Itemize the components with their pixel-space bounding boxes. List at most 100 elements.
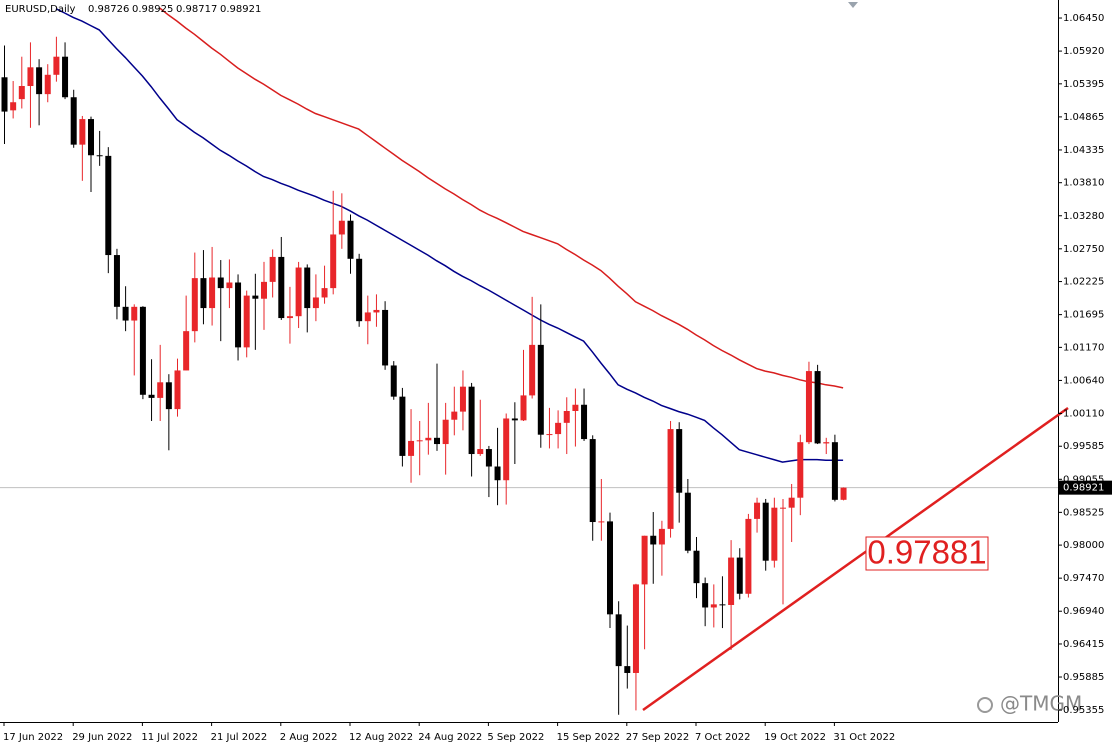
y-tick-label: 1.00110 [1063, 408, 1104, 419]
x-tick-label: 17 Jun 2022 [3, 732, 63, 743]
candle-body [581, 404, 588, 440]
candle-body [702, 583, 709, 608]
y-tick-label: 1.03810 [1063, 178, 1104, 189]
ohlc-low: 0.98717 [176, 4, 217, 15]
candle-body [217, 277, 224, 289]
x-tick-label: 31 Oct 2022 [833, 732, 895, 743]
y-tick-label: 0.96940 [1063, 606, 1104, 617]
x-tick-label: 15 Sep 2022 [557, 732, 620, 743]
ohlc-open: 0.98726 [88, 4, 129, 15]
candle-body [650, 535, 657, 545]
candle-body [797, 442, 804, 498]
candle-body [62, 56, 69, 98]
candle-body [615, 614, 622, 667]
candle-body [425, 437, 432, 441]
scroll-marker [848, 2, 858, 8]
y-tick-label: 1.01170 [1063, 342, 1104, 353]
candle-body [840, 487, 847, 500]
y-tick-label: 0.99585 [1063, 441, 1104, 452]
candle-body [139, 306, 146, 395]
candle-body [399, 396, 406, 456]
candle-body [520, 395, 527, 421]
x-tick-label: 19 Oct 2022 [764, 732, 826, 743]
candle-body [27, 67, 34, 87]
candle-body [710, 604, 717, 608]
candle-body [261, 281, 267, 299]
candle-body [598, 521, 605, 523]
chart-title: EURUSD,Daily [5, 4, 76, 15]
y-tick-label: 0.95355 [1063, 705, 1104, 716]
y-tick-label: 1.01695 [1063, 310, 1104, 321]
candle-body [338, 220, 345, 235]
candle-body [814, 371, 821, 444]
candle-body [719, 604, 726, 606]
candle-body [18, 86, 25, 100]
plot-area [0, 7, 1058, 715]
candle-body [105, 155, 112, 256]
candle-body [771, 507, 778, 561]
candle-body [226, 282, 233, 289]
candle-body [70, 97, 77, 145]
y-tick-label: 1.06450 [1063, 13, 1104, 24]
annotation: 0.97881 [867, 534, 986, 571]
y-tick-label: 1.04335 [1063, 145, 1104, 156]
watermark-icon [977, 697, 993, 713]
candle-body [589, 439, 596, 523]
x-tick-label: 27 Sep 2022 [626, 732, 689, 743]
candle-body [408, 440, 415, 456]
candle-body [96, 155, 103, 157]
candle-body [373, 309, 380, 313]
candle-body [122, 306, 129, 321]
candle-body [442, 419, 449, 445]
candle-body [537, 344, 544, 435]
candle-body [269, 256, 276, 282]
candle-body [382, 309, 389, 366]
candle-body [278, 256, 285, 319]
candle-body [330, 234, 337, 289]
y-tick-label: 0.96415 [1063, 639, 1104, 650]
candle-body [805, 371, 812, 443]
candle-body [174, 370, 181, 410]
candle-body [390, 365, 397, 397]
y-tick-label: 0.98525 [1063, 507, 1104, 518]
moving-average [159, 7, 844, 389]
candle-body [632, 584, 639, 673]
candle-body [658, 528, 665, 545]
candle-body [53, 56, 60, 75]
candle-body [546, 434, 553, 436]
candle-body [113, 255, 120, 307]
x-tick-label: 12 Aug 2022 [349, 732, 413, 743]
y-tick-label: 0.99055 [1063, 474, 1104, 485]
x-tick-label: 24 Aug 2022 [418, 732, 482, 743]
candle-body [79, 119, 86, 145]
candle-body [183, 331, 190, 371]
candle-body [572, 404, 579, 411]
candle-body [347, 220, 354, 259]
candle-body [745, 518, 752, 594]
candle-body [44, 74, 51, 95]
candle-body [684, 492, 691, 551]
candle-body [321, 288, 328, 298]
watermark: @TMGM [1000, 692, 1082, 716]
y-tick-label: 0.95885 [1063, 672, 1104, 683]
candle-body [641, 535, 648, 585]
candle-body [693, 550, 700, 584]
candle-body [157, 382, 164, 398]
x-tick-label: 5 Sep 2022 [487, 732, 544, 743]
candle-body [252, 295, 259, 299]
candle-body [762, 502, 769, 561]
candle-body [148, 394, 155, 398]
candle-body [434, 437, 440, 445]
y-tick-label: 1.04865 [1063, 112, 1104, 123]
candle-body [563, 410, 570, 423]
x-tick-label: 7 Oct 2022 [695, 732, 750, 743]
candle-body [754, 502, 761, 519]
candle-body [243, 295, 250, 348]
candle-body [831, 442, 838, 500]
candle-body [468, 386, 475, 455]
trend-line [642, 406, 1069, 712]
x-tick-label: 11 Jul 2022 [141, 732, 198, 743]
candle-body [459, 386, 466, 412]
